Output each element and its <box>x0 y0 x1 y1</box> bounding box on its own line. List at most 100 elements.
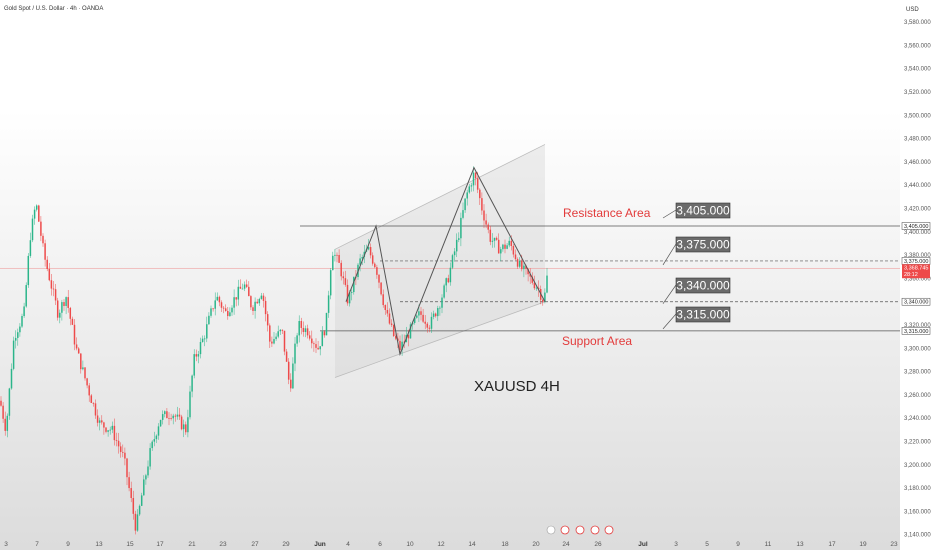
axis-tag-text-1: 3,375.000 <box>904 259 928 265</box>
candle-body <box>422 314 424 322</box>
candle-body <box>384 305 387 310</box>
candle-body <box>380 282 382 295</box>
x-tick-label: 20 <box>532 541 540 548</box>
candle-body <box>489 229 492 242</box>
candle-body <box>407 334 410 339</box>
support-label: Support Area <box>562 334 632 348</box>
candle-body <box>479 189 481 199</box>
candle-body <box>376 267 378 275</box>
candle-body <box>474 172 477 179</box>
gradient-layer <box>0 110 900 550</box>
candle-body <box>176 414 179 417</box>
x-tick-label: Jul <box>638 541 648 548</box>
candle-body <box>182 424 185 430</box>
price-tags: 3,405.000 3,375.000 3,340.000 3,315.000 3,36… <box>901 222 931 335</box>
candle-body <box>306 328 309 336</box>
candle-body <box>14 337 17 341</box>
candle-body <box>2 405 4 419</box>
candle-body <box>525 265 527 269</box>
candle-body <box>399 340 401 351</box>
candle-body <box>157 426 160 436</box>
candle-body <box>208 315 210 325</box>
candle-body <box>487 224 489 230</box>
candle-body <box>298 320 300 336</box>
axis-tag-0 <box>901 222 931 230</box>
x-tick-label: 18 <box>501 541 509 548</box>
candle-body <box>239 286 242 289</box>
candle-body <box>300 320 303 328</box>
candle-body <box>273 339 275 344</box>
level-boxes: 3,405.000 3,375.000 3,340.000 3,315.000 <box>662 202 731 330</box>
candle-body <box>40 221 42 236</box>
candle-body <box>143 479 145 496</box>
candle-body <box>329 270 332 296</box>
candle-body <box>201 338 204 342</box>
candle-body <box>342 276 345 279</box>
level-box-label: 3,405.000 <box>676 204 730 218</box>
channel-upper <box>334 144 546 250</box>
candle-body <box>243 284 246 289</box>
candle-body <box>434 313 437 317</box>
axis-tag-text-2: 3,340.000 <box>904 300 928 306</box>
candle-body <box>283 330 286 352</box>
axis-tag-text-0: 3,405.000 <box>904 224 928 230</box>
candle-body <box>90 395 93 403</box>
candle-body <box>290 379 292 389</box>
candle-body <box>512 245 515 255</box>
candle-body <box>497 239 500 254</box>
event-icon-3 <box>590 525 600 535</box>
candle-body <box>304 328 307 333</box>
candle-body <box>134 513 137 531</box>
candle-body <box>462 210 464 218</box>
candle-body <box>10 368 13 389</box>
candle-body <box>174 415 177 417</box>
candle-body <box>92 402 95 404</box>
candle-body <box>510 240 513 246</box>
candle-body <box>56 300 59 318</box>
candle-body <box>233 297 235 308</box>
candle-body <box>46 259 48 270</box>
x-tick-label: 29 <box>282 541 290 548</box>
candle-body <box>395 335 397 339</box>
x-tick-label: 13 <box>95 541 103 548</box>
candle-body <box>350 292 353 293</box>
candle-body <box>128 477 130 489</box>
candle-body <box>275 336 277 340</box>
candle-body <box>542 299 544 302</box>
candle-body <box>332 255 334 271</box>
candle-body <box>69 307 72 319</box>
level-box-2: 3,340.000 <box>675 277 731 294</box>
x-tick-label: 15 <box>126 541 134 548</box>
candle-body <box>481 198 483 211</box>
candle-body <box>392 324 395 336</box>
candle-body <box>80 353 82 370</box>
candle-body <box>476 178 479 190</box>
candle-body <box>544 292 546 302</box>
candle-body <box>269 325 271 342</box>
x-axis[interactable]: 3 7 9 13 15 17 21 23 27 29 Jun 4 6 10 12 14 18 20 24 26 Jul 3… <box>4 541 898 548</box>
x-tick-label: 23 <box>890 541 898 548</box>
candle-body <box>336 254 338 256</box>
candle-body <box>199 341 202 355</box>
candle-body <box>21 316 23 327</box>
candle-body <box>136 514 139 531</box>
x-tick-label: 17 <box>828 541 836 548</box>
candle-body <box>453 251 456 256</box>
candle-body <box>220 302 223 308</box>
candle-body <box>401 341 403 351</box>
candle-body <box>103 422 105 428</box>
y-axis[interactable]: 3,580.000 3,560.000 3,540.000 3,520.000 3,50… <box>904 20 931 539</box>
background-fade <box>0 110 900 550</box>
candle-body <box>212 308 214 310</box>
candle-body <box>197 354 200 357</box>
candle-body <box>470 185 473 187</box>
candle-body <box>191 375 193 392</box>
candle-body <box>437 308 439 317</box>
y-tick-label: 3,300.000 <box>904 346 931 352</box>
x-tick-label: 9 <box>66 541 70 548</box>
candle-body <box>353 276 355 293</box>
x-tick-label: 17 <box>156 541 164 548</box>
candle-body <box>122 451 124 453</box>
